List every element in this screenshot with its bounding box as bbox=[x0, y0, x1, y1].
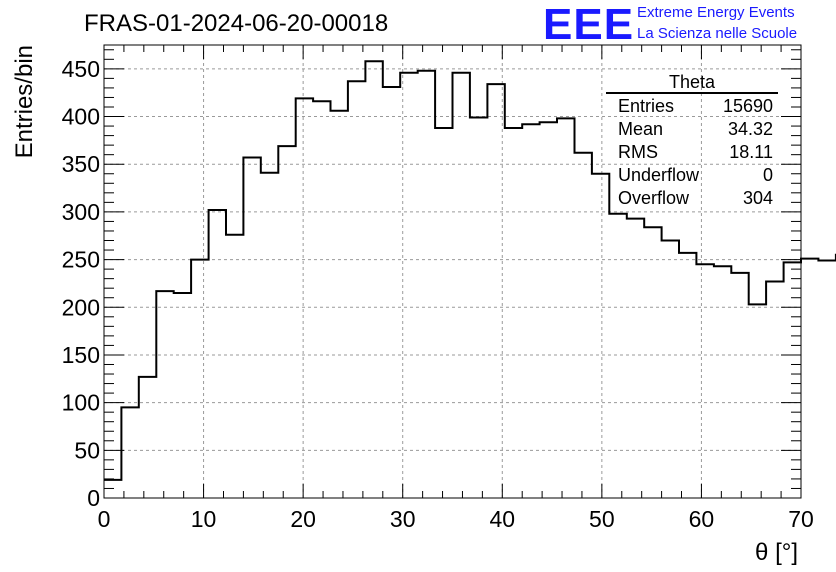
x-tick-label: 30 bbox=[390, 506, 416, 532]
x-tick-label: 70 bbox=[788, 506, 814, 532]
eee-logo: EEE bbox=[543, 0, 635, 49]
x-tick-label: 20 bbox=[290, 506, 316, 532]
y-tick-label: 300 bbox=[62, 199, 100, 225]
x-axis-label: θ [°] bbox=[755, 539, 798, 566]
stats-title: Theta bbox=[606, 72, 778, 94]
stats-value: 304 bbox=[742, 188, 773, 208]
stats-label: Overflow bbox=[618, 188, 690, 208]
x-tick-label: 0 bbox=[98, 506, 111, 532]
stats-row-overflow: Overflow 304 bbox=[606, 187, 778, 210]
stats-box: Theta Entries 15690 Mean 34.32 RMS 18.11… bbox=[606, 72, 778, 210]
stats-value: 15690 bbox=[722, 96, 773, 116]
stats-value: 0 bbox=[762, 165, 773, 185]
stats-row-entries: Entries 15690 bbox=[606, 95, 778, 118]
x-tick-label: 60 bbox=[689, 506, 715, 532]
logo-line-1: Extreme Energy Events bbox=[637, 4, 795, 21]
y-tick-label: 0 bbox=[87, 485, 100, 511]
stats-row-mean: Mean 34.32 bbox=[606, 118, 778, 141]
stats-row-underflow: Underflow 0 bbox=[606, 164, 778, 187]
stats-label: Mean bbox=[618, 119, 664, 139]
stats-label: Entries bbox=[618, 96, 675, 116]
plot-frame bbox=[103, 44, 802, 499]
stats-value: 18.11 bbox=[729, 142, 773, 162]
x-tick-label: 10 bbox=[191, 506, 217, 532]
y-axis-label: Entries/bin bbox=[11, 45, 38, 158]
histogram-line bbox=[104, 60, 836, 481]
logo-line-2: La Scienza nelle Scuole bbox=[637, 25, 798, 42]
y-tick-label: 200 bbox=[62, 294, 100, 320]
plot-title: FRAS-01-2024-06-20-00018 bbox=[84, 10, 389, 37]
stats-value: 34.32 bbox=[727, 119, 773, 139]
stats-label: Underflow bbox=[618, 165, 700, 185]
y-tick-label: 400 bbox=[62, 104, 100, 130]
y-tick-label: 250 bbox=[62, 247, 100, 273]
x-tick-label: 50 bbox=[589, 506, 615, 532]
stats-label: RMS bbox=[618, 142, 658, 162]
y-tick-label: 350 bbox=[62, 151, 100, 177]
y-tick-label: 150 bbox=[62, 342, 100, 368]
y-tick-label: 450 bbox=[62, 56, 100, 82]
y-tick-label: 100 bbox=[62, 390, 100, 416]
x-tick-labels: 0 10 20 30 40 50 60 70 bbox=[98, 506, 814, 532]
axis-ticks bbox=[103, 45, 802, 499]
y-tick-label: 50 bbox=[74, 437, 100, 463]
x-tick-label: 40 bbox=[489, 506, 515, 532]
y-tick-labels: 0 50 100 150 200 250 300 350 400 450 bbox=[62, 56, 100, 511]
stats-row-rms: RMS 18.11 bbox=[606, 141, 778, 164]
